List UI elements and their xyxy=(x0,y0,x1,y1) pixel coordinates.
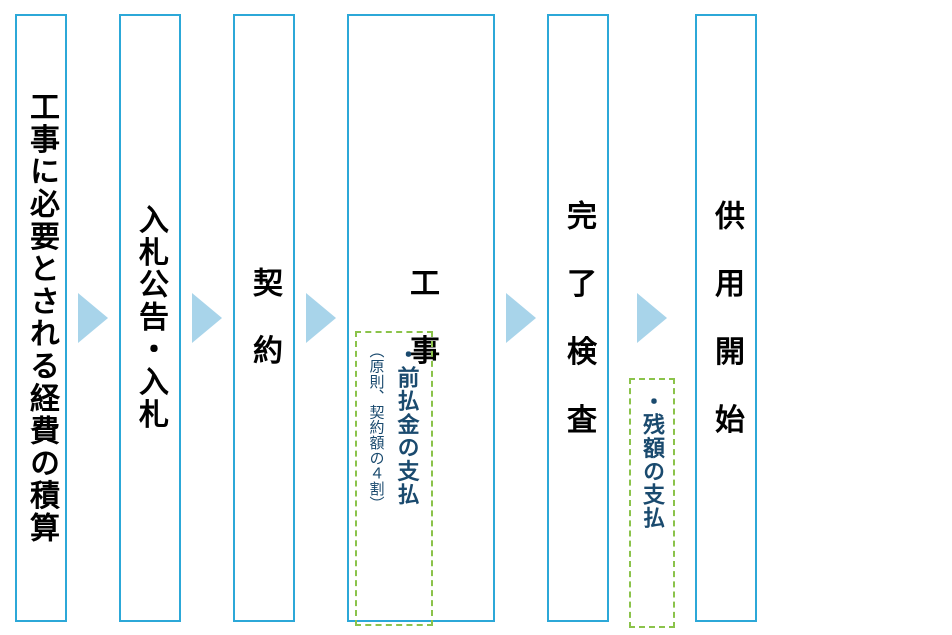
flow-step: 工 事（原則、契約額の４割）・前払金の支払 xyxy=(347,14,495,622)
flow-step: 契 約 xyxy=(233,14,295,622)
sub-note-text: ・残額の支払 xyxy=(636,390,668,530)
flow-step: 供 用 開 始 xyxy=(695,14,757,622)
arrow-icon xyxy=(67,14,119,622)
arrow-icon xyxy=(495,14,547,622)
sub-note-text: ・前払金の支払 xyxy=(391,343,423,506)
arrow-icon xyxy=(295,14,347,622)
flow-step-label: 工事に必要とされる経費の積算 xyxy=(26,91,56,545)
flow-step-label: 入札公告・入札 xyxy=(135,204,165,431)
flow-step: 入札公告・入札 xyxy=(119,14,181,622)
flow-step-label: 契 約 xyxy=(249,267,279,367)
flow-step-label: 供 用 開 始 xyxy=(711,200,741,436)
flow-step-label: 完 了 検 査 xyxy=(563,200,593,436)
flow-step: 完 了 検 査 xyxy=(547,14,609,622)
arrow-icon xyxy=(181,14,233,622)
flow-step: 工事に必要とされる経費の積算 xyxy=(15,14,67,622)
sub-note-detail: （原則、契約額の４割） xyxy=(366,343,387,511)
flow-container: 工事に必要とされる経費の積算 入札公告・入札 契 約 工 事（原則、契約額の４割）・前… xyxy=(15,10,757,625)
sub-note-box: （原則、契約額の４割）・前払金の支払 xyxy=(355,331,433,626)
sub-note-box: ・残額の支払 xyxy=(629,378,675,628)
arrow-icon: ・残額の支払 xyxy=(609,14,695,622)
